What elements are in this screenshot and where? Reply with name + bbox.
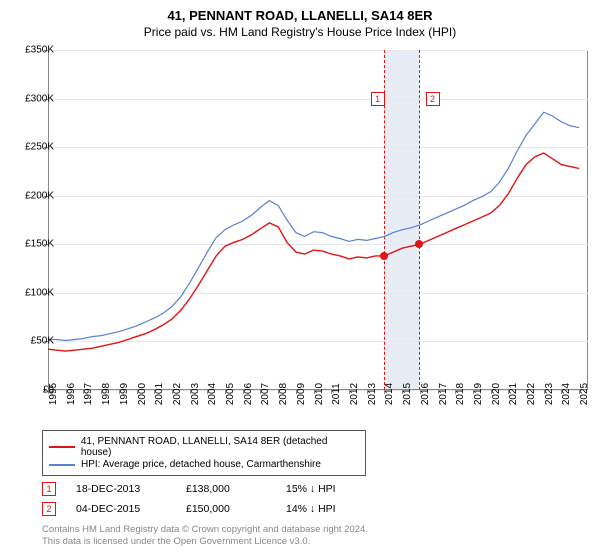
ytick-label: £250K <box>14 142 54 153</box>
sale-date: 18-DEC-2013 <box>76 483 186 495</box>
licence-text: Contains HM Land Registry data © Crown c… <box>42 524 582 549</box>
legend-label: HPI: Average price, detached house, Carm… <box>81 459 321 470</box>
licence-line-2: This data is licensed under the Open Gov… <box>42 536 582 548</box>
ytick-label: £200K <box>14 190 54 201</box>
legend-row: HPI: Average price, detached house, Carm… <box>49 459 359 470</box>
licence-line-1: Contains HM Land Registry data © Crown c… <box>42 524 582 536</box>
chart-plot-area: 1995199619971998199920002001200220032004… <box>48 50 588 390</box>
sale-marker-box: 1 <box>371 92 385 106</box>
ytick-label: £300K <box>14 93 54 104</box>
sale-row: 1 18-DEC-2013£138,00015% ↓ HPI <box>42 482 582 496</box>
sale-price: £138,000 <box>186 483 286 495</box>
legend-box: 41, PENNANT ROAD, LLANELLI, SA14 8ER (de… <box>42 430 366 476</box>
chart-title: 41, PENNANT ROAD, LLANELLI, SA14 8ER <box>0 8 600 23</box>
legend-swatch <box>49 446 75 448</box>
ytick-label: £150K <box>14 239 54 250</box>
chart-subtitle: Price paid vs. HM Land Registry's House … <box>0 25 600 39</box>
sale-date: 04-DEC-2015 <box>76 503 186 515</box>
title-block: 41, PENNANT ROAD, LLANELLI, SA14 8ER Pri… <box>0 0 600 39</box>
chart-footer: 41, PENNANT ROAD, LLANELLI, SA14 8ER (de… <box>42 430 582 549</box>
ytick-label: £0 <box>14 385 54 396</box>
sale-row: 2 04-DEC-2015£150,00014% ↓ HPI <box>42 502 582 516</box>
sale-number-box: 1 <box>42 482 56 496</box>
ytick-label: £350K <box>14 45 54 56</box>
sales-table: 1 18-DEC-2013£138,00015% ↓ HPI 2 04-DEC-201… <box>42 482 582 516</box>
ytick-label: £50K <box>14 336 54 347</box>
sale-price: £150,000 <box>186 503 286 515</box>
sale-marker-box: 2 <box>426 92 440 106</box>
sale-marker-dot <box>415 240 423 248</box>
sale-number-box: 2 <box>42 502 56 516</box>
sale-delta: 15% ↓ HPI <box>286 483 406 495</box>
sale-marker-dot <box>380 252 388 260</box>
series-line <box>48 112 579 340</box>
legend-swatch <box>49 464 75 466</box>
ytick-label: £100K <box>14 287 54 298</box>
legend-label: 41, PENNANT ROAD, LLANELLI, SA14 8ER (de… <box>81 436 359 458</box>
series-lines <box>48 50 588 390</box>
chart-container: 41, PENNANT ROAD, LLANELLI, SA14 8ER Pri… <box>0 0 600 560</box>
legend-row: 41, PENNANT ROAD, LLANELLI, SA14 8ER (de… <box>49 436 359 458</box>
sale-delta: 14% ↓ HPI <box>286 503 406 515</box>
